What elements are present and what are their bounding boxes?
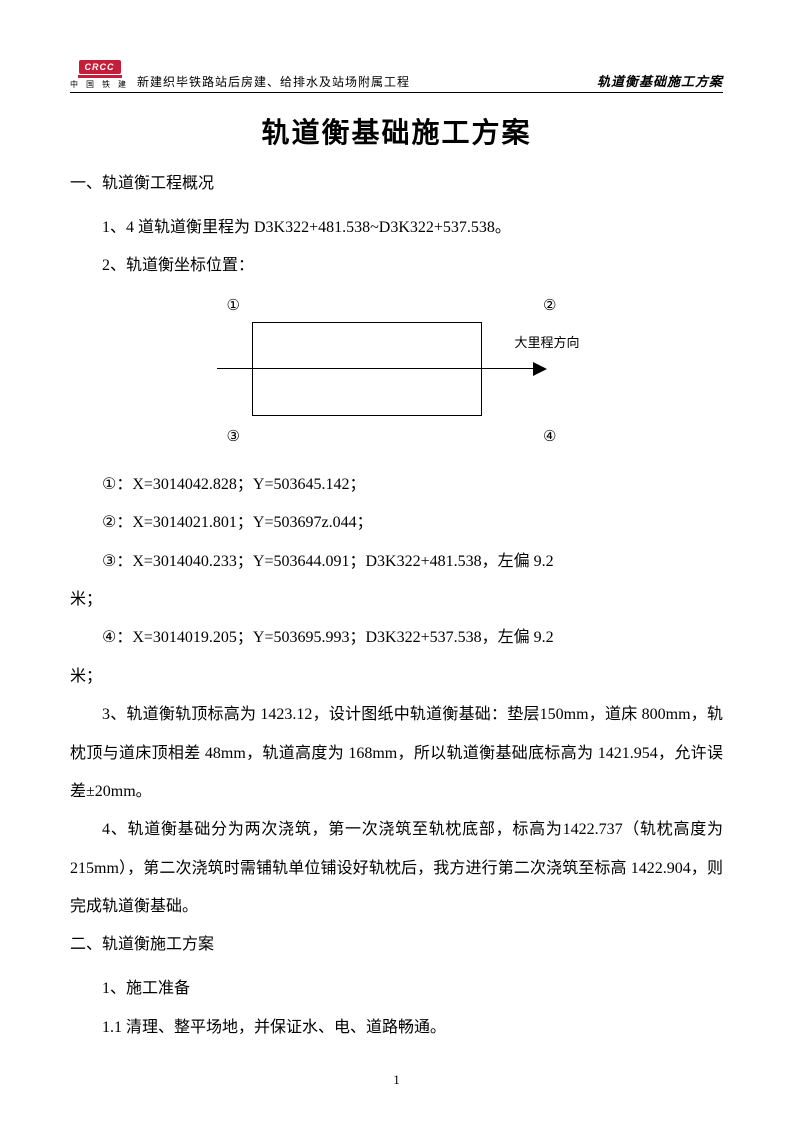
header-doc-title: 轨道衡基础施工方案 — [597, 71, 723, 90]
corner-label-2: ② — [543, 296, 556, 315]
arrow-head-icon — [533, 362, 547, 376]
logo-bar — [78, 75, 122, 78]
para-2-1: 1、施工准备 — [70, 970, 723, 1008]
coord-line-2: ②：X=3014021.801；Y=503697z.044； — [70, 504, 723, 542]
header-project-name: 新建织毕铁路站后房建、给排水及站场附属工程 — [137, 73, 410, 90]
corner-label-1: ① — [227, 296, 240, 315]
corner-label-4: ④ — [543, 427, 556, 446]
para-1-3: 3、轨道衡轨顶标高为 1423.12，设计图纸中轨道衡基础：垫层150mm，道床… — [70, 696, 723, 811]
corner-label-3: ③ — [227, 427, 240, 446]
crcc-logo: CRCC 中 国 铁 建 — [70, 60, 129, 90]
header-left: CRCC 中 国 铁 建 新建织毕铁路站后房建、给排水及站场附属工程 — [70, 60, 410, 90]
page-header: CRCC 中 国 铁 建 新建织毕铁路站后房建、给排水及站场附属工程 轨道衡基础… — [70, 60, 723, 93]
logo-text-bottom: 中 国 铁 建 — [70, 79, 129, 90]
arrow-label: 大里程方向 — [515, 332, 580, 351]
coord-line-4a: ④：X=3014019.205；Y=503695.993；D3K322+537.… — [70, 619, 723, 657]
coord-line-4b: 米； — [70, 658, 723, 696]
section-2-heading: 二、轨道衡施工方案 — [70, 930, 723, 954]
arrow-line — [217, 368, 537, 370]
para-1-4: 4、轨道衡基础分为两次浇筑，第一次浇筑至轨枕底部，标高为1422.737（轨枕高… — [70, 811, 723, 926]
page-number: 1 — [0, 1072, 793, 1088]
coord-line-3a: ③：X=3014040.233；Y=503644.091；D3K322+481.… — [70, 543, 723, 581]
para-1-1: 1、4 道轨道衡里程为 D3K322+481.538~D3K322+537.53… — [70, 209, 723, 247]
logo-text-top: CRCC — [79, 60, 121, 74]
coord-line-1: ①：X=3014042.828；Y=503645.142； — [70, 466, 723, 504]
section-1-heading: 一、轨道衡工程概况 — [70, 169, 723, 193]
para-1-2: 2、轨道衡坐标位置： — [70, 247, 723, 285]
coordinate-diagram: ① ② ③ ④ 大里程方向 — [197, 296, 597, 446]
main-title: 轨道衡基础施工方案 — [70, 111, 723, 151]
coord-line-3b: 米； — [70, 581, 723, 619]
para-2-2: 1.1 清理、整平场地，并保证水、电、道路畅通。 — [70, 1009, 723, 1047]
